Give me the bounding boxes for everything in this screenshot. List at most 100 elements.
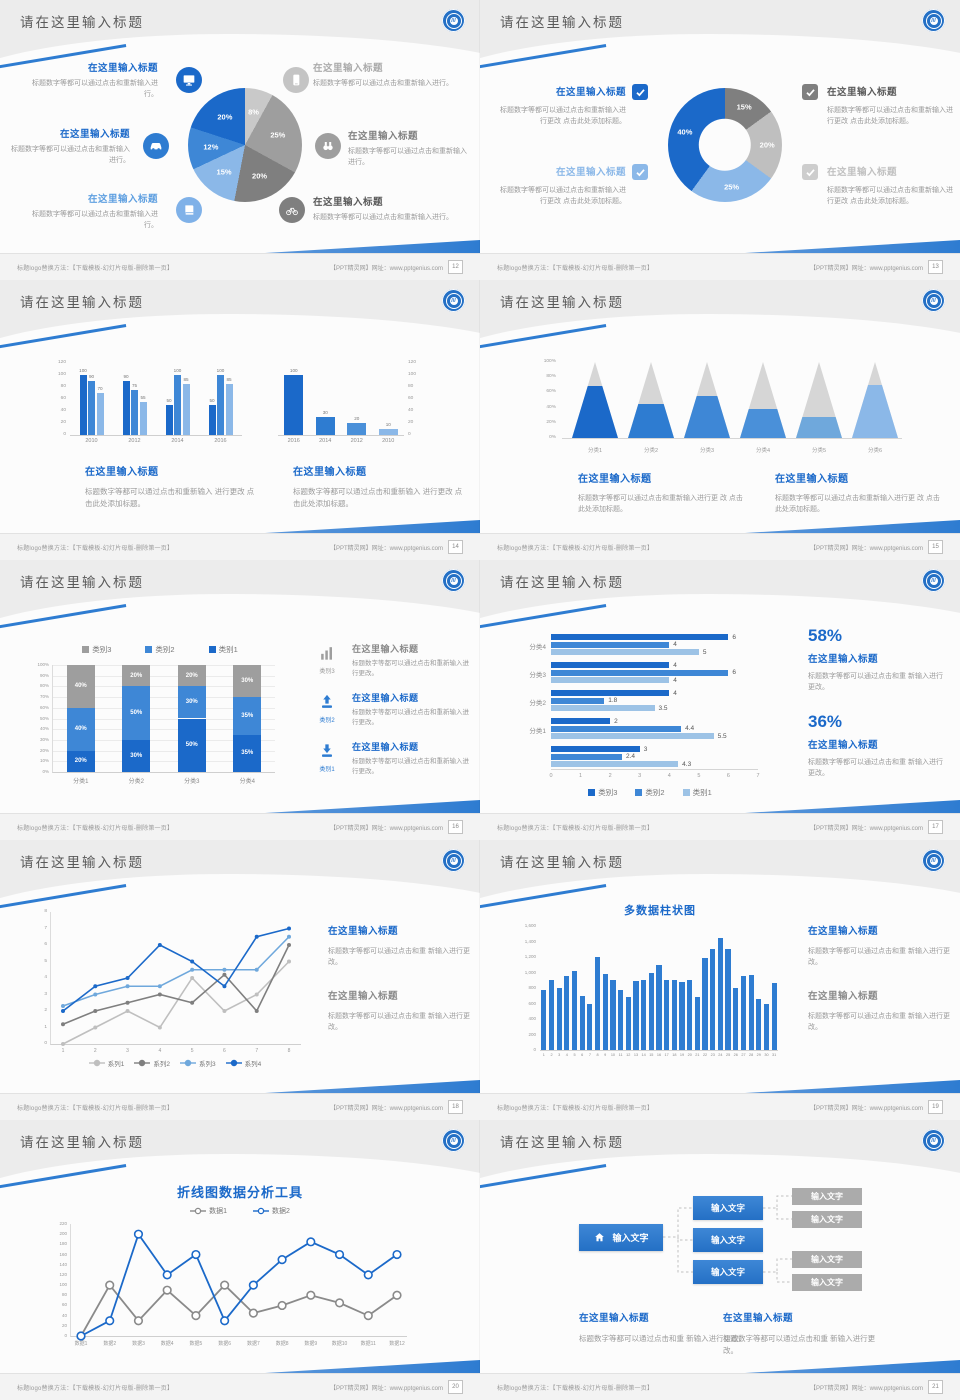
emblem-logo-icon: /// [922, 289, 945, 312]
data-point-marker [287, 926, 291, 931]
checkbox-icon [802, 84, 818, 100]
footer-site-text: 【PPT精灵网】网址：www.pptgenius.com [329, 825, 443, 832]
data-point-marker [133, 1316, 144, 1326]
bar [541, 989, 547, 1050]
x-axis-label: 8 [596, 1053, 599, 1057]
bar [88, 381, 95, 435]
car-icon [143, 133, 169, 159]
legend-swatch [208, 646, 216, 653]
gridline [53, 675, 275, 677]
x-axis-label: 2010 [85, 438, 98, 444]
callout-left: 在这里输入标题 标题数字等都可以通过点击和重新输入进行。 [28, 191, 158, 231]
stack-segment: 40% [66, 665, 95, 708]
y-axis-tick: 100 [57, 372, 66, 377]
x-axis-label: 21 [695, 1053, 700, 1057]
bar [165, 405, 173, 435]
y-axis-tick: 80% [546, 374, 556, 380]
bar [602, 974, 608, 1050]
data-point-marker [287, 934, 291, 939]
x-axis-tick: 6 [726, 773, 730, 779]
x-axis-label: 2012 [350, 438, 363, 444]
stack-segment: 20% [66, 750, 95, 772]
legend: 系列1 系列2 系列3 系列4 [55, 1058, 295, 1068]
footer-right-text: 【PPT精灵网】网址：www.pptgenius.com 21 [810, 1380, 943, 1394]
stack-segment: 35% [233, 697, 262, 735]
x-axis-label: 30 [764, 1053, 769, 1057]
icon-list-item: 在这里输入标题 标题数字等都可以通过点击和重新输入进行更改。 [352, 691, 474, 729]
section-heading: 在这里输入标题 标题数字等都可以通过点击和重新输入进行更 改 点击此处添加标题。 [775, 470, 945, 515]
data-point-marker [125, 976, 130, 980]
callout-title: 在这里输入标题 [827, 167, 898, 178]
data-point-marker [222, 967, 227, 972]
stack-segment: 35% [233, 734, 262, 772]
pyramid-fill [740, 409, 786, 438]
legend-label: 类别3 [92, 645, 112, 654]
line-series [62, 960, 290, 1045]
data-point-marker [222, 984, 227, 989]
footer-left-text: 标题logo替换方法：【下载模板-幻灯片母版-删除第一页】 [17, 265, 174, 272]
footer-site-text: 【PPT精灵网】网址：www.pptgenius.com [329, 545, 443, 552]
checkbox-icon [632, 164, 648, 180]
data-point-marker [363, 1311, 373, 1321]
legend-item: 系列1 [88, 1058, 124, 1068]
data-point-marker [191, 1311, 201, 1321]
line-series [80, 1232, 398, 1337]
slide-content: 多数据柱状图 0 200 400 600 800 1,000 1,200 1,400 1,600 1… [480, 840, 960, 1092]
x-axis-label: 18 [672, 1053, 677, 1057]
page-number: 12 [448, 260, 463, 274]
slide-content: 8% 25% 20% 15% 12% 20% 在这里输入标题 标题数字等都可以通过点击和重新输… [0, 0, 480, 252]
legend-marker-icon [253, 1207, 269, 1215]
y-axis-tick: 0% [42, 769, 49, 774]
y-axis-tick: 20 [60, 420, 66, 425]
y-axis-tick: 40 [60, 408, 66, 413]
footer-left-text: 标题logo替换方法：【下载模板-幻灯片母版-删除第一页】 [497, 1105, 654, 1112]
tree-leaf-node: 输入文字 [792, 1274, 862, 1291]
data-point-marker [125, 1000, 130, 1005]
data-point-marker [125, 1009, 130, 1013]
x-axis-label: 5 [190, 1048, 194, 1054]
gridline [53, 718, 275, 720]
bar [182, 384, 190, 435]
footer-site-text: 【PPT精灵网】网址：www.pptgenius.com [329, 265, 443, 272]
y-axis-tick: 220 [59, 1221, 67, 1226]
y-axis-tick: 60% [39, 704, 49, 710]
slide-title: 请在这里输入标题 [20, 295, 144, 310]
callout-title: 在这里输入标题 [87, 63, 158, 74]
bar-value-label: 50 [166, 398, 172, 403]
hbar-value-label: 3.5 [658, 704, 668, 712]
bar [771, 982, 777, 1050]
connector-line [776, 1208, 792, 1220]
y-axis-tick: 10% [39, 758, 49, 764]
chart-bars-icon-glyph [321, 647, 332, 660]
emblem-logo-icon: /// [442, 849, 465, 872]
check-icon-glyph [635, 168, 645, 176]
pie-slice-label: 25% [724, 182, 740, 192]
data-point-marker [61, 1004, 65, 1009]
bar [208, 405, 216, 435]
x-axis-label: 数据6 [218, 1341, 232, 1347]
callout-left: 在这里输入标题 标题数字等都可以通过点击和重新输入进行。 [28, 60, 158, 100]
bar [284, 375, 304, 435]
gridline [53, 707, 275, 709]
y-axis-tick: 400 [528, 1016, 536, 1021]
y-axis-tick: 60% [546, 389, 556, 395]
line-series [62, 936, 290, 1007]
callout-title: 在这里输入标题 [579, 1313, 650, 1324]
bar [347, 423, 367, 435]
slide-title: 请在这里输入标题 [500, 1135, 624, 1150]
data-point-marker [334, 1298, 345, 1308]
pyramid [628, 362, 674, 438]
x-axis-label: 分类3 [699, 448, 715, 454]
emblem-logo-icon: /// [922, 849, 945, 872]
callout-body: 标题数字等都可以通过点击和重新输入进行更改 点击此处添加标题。 [500, 107, 626, 126]
x-axis-label: 6 [581, 1053, 584, 1057]
section-heading: 在这里输入标题 标题数字等都可以通过点击和重新输入进行更 改 点击此处添加标题。 [578, 470, 748, 515]
y-axis-tick: 0 [533, 1047, 536, 1052]
x-axis-label: 数据9 [304, 1341, 318, 1347]
y-axis-tick: 8 [44, 909, 47, 914]
hbar-value-label: 4 [673, 641, 677, 648]
callout-body: 标题数字等都可以通过点击和重 新输入进行更改。 [328, 948, 470, 967]
y-axis-tick: 40% [39, 726, 49, 732]
hbar-value-label: 4 [673, 661, 677, 669]
bar-value-label: 100 [173, 368, 182, 373]
